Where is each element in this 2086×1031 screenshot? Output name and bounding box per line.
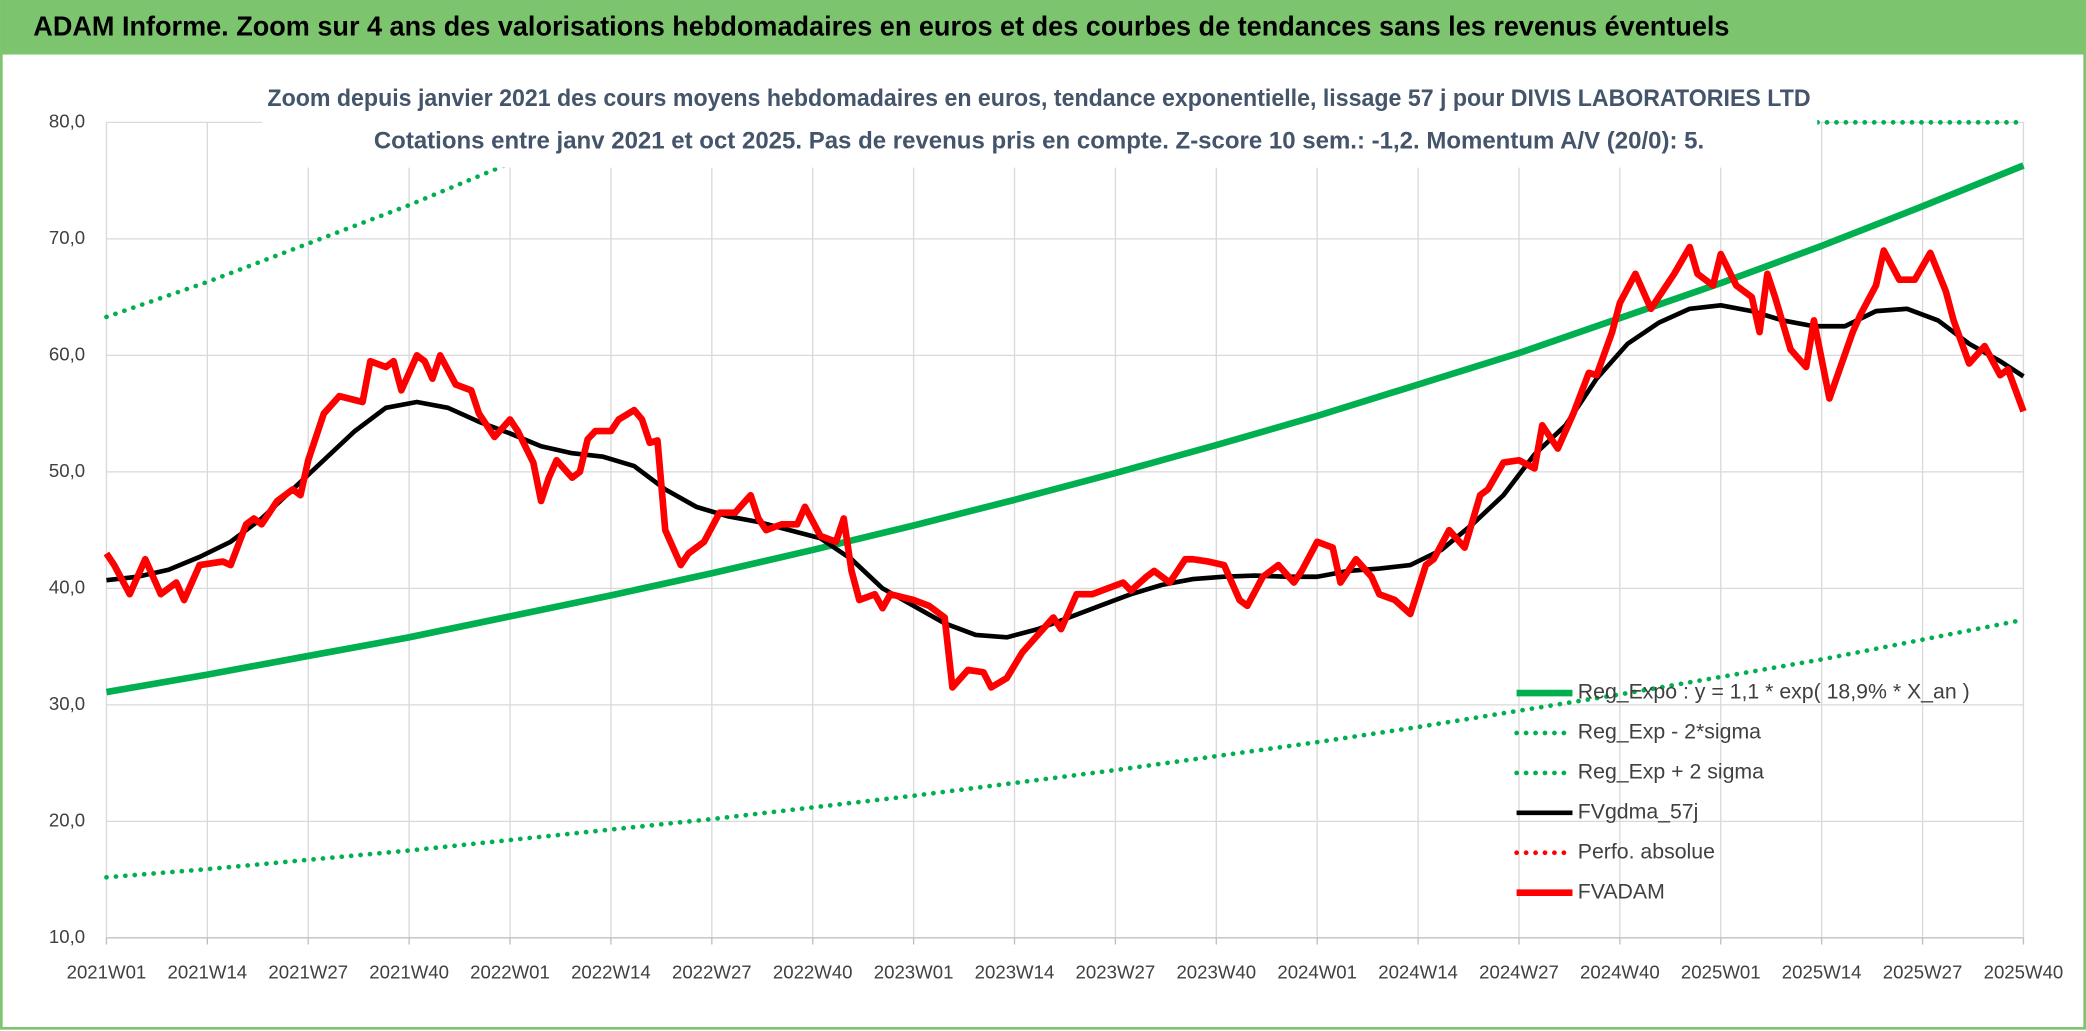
legend: Reg_Expo : y = 1,1 * exp( 18,9% * X_an )… xyxy=(1514,680,1970,903)
x-tick-label: 2023W40 xyxy=(1176,962,1256,983)
series-line xyxy=(104,617,2026,880)
y-tick-label: 80,0 xyxy=(49,110,85,131)
x-tick-label: 2023W27 xyxy=(1076,962,1156,983)
y-tick-label: 70,0 xyxy=(49,227,85,248)
x-tick-label: 2021W01 xyxy=(67,962,147,983)
grid xyxy=(105,121,2025,939)
chart-subtitle: Cotations entre janv 2021 et oct 2025. P… xyxy=(374,128,1704,155)
x-tick-label: 2022W27 xyxy=(672,962,752,983)
x-tick-label: 2025W27 xyxy=(1883,962,1963,983)
legend-label: FVADAM xyxy=(1578,879,1665,903)
series-line xyxy=(103,243,2027,691)
frame xyxy=(0,51,2086,1030)
y-tick-label: 30,0 xyxy=(49,693,85,714)
x-tick-label: 2025W01 xyxy=(1681,962,1761,983)
x-tick-label: 2021W27 xyxy=(268,962,348,983)
x-tick-label: 2022W14 xyxy=(571,962,651,983)
x-tick-label: 2024W14 xyxy=(1378,962,1458,983)
header-title: ADAM Informe. Zoom sur 4 ans des valoris… xyxy=(33,10,1729,41)
x-tick-label: 2022W40 xyxy=(773,962,853,983)
x-tick-label: 2024W01 xyxy=(1277,962,1357,983)
legend-label: Reg_Expo : y = 1,1 * exp( 18,9% * X_an ) xyxy=(1578,680,1970,704)
y-tick-label: 50,0 xyxy=(49,460,85,481)
x-tick-label: 2025W14 xyxy=(1782,962,1862,983)
axes: 10,0 20,0 30,0 40,0 50,0 60,0 70,0 80,0 2021W01 2… xyxy=(49,110,2063,982)
title-box xyxy=(262,77,1818,168)
header-bar xyxy=(0,0,2086,54)
x-tick-label: 2021W40 xyxy=(369,962,449,983)
x-tick-label: 2023W14 xyxy=(975,962,1055,983)
legend-label: Perfo. absolue xyxy=(1578,839,1715,863)
x-tick-label: 2024W40 xyxy=(1580,962,1660,983)
x-tick-label: 2025W40 xyxy=(1984,962,2064,983)
chart-title: Zoom depuis janvier 2021 des cours moyen… xyxy=(267,85,1810,112)
series-line xyxy=(105,162,2025,696)
legend-label: FVgdma_57j xyxy=(1578,799,1699,823)
x-tick-label: 2022W01 xyxy=(470,962,550,983)
y-tick-label: 20,0 xyxy=(49,809,85,830)
x-tick-label: 2023W01 xyxy=(874,962,954,983)
legend-label: Reg_Exp + 2 sigma xyxy=(1578,760,1764,784)
y-tick-label: 10,0 xyxy=(49,926,85,947)
y-tick-label: 40,0 xyxy=(49,576,85,597)
x-tick-label: 2021W14 xyxy=(168,962,248,983)
y-tick-label: 60,0 xyxy=(49,343,85,364)
legend-label: Reg_Exp - 2*sigma xyxy=(1578,720,1761,744)
x-tick-label: 2024W27 xyxy=(1479,962,1559,983)
